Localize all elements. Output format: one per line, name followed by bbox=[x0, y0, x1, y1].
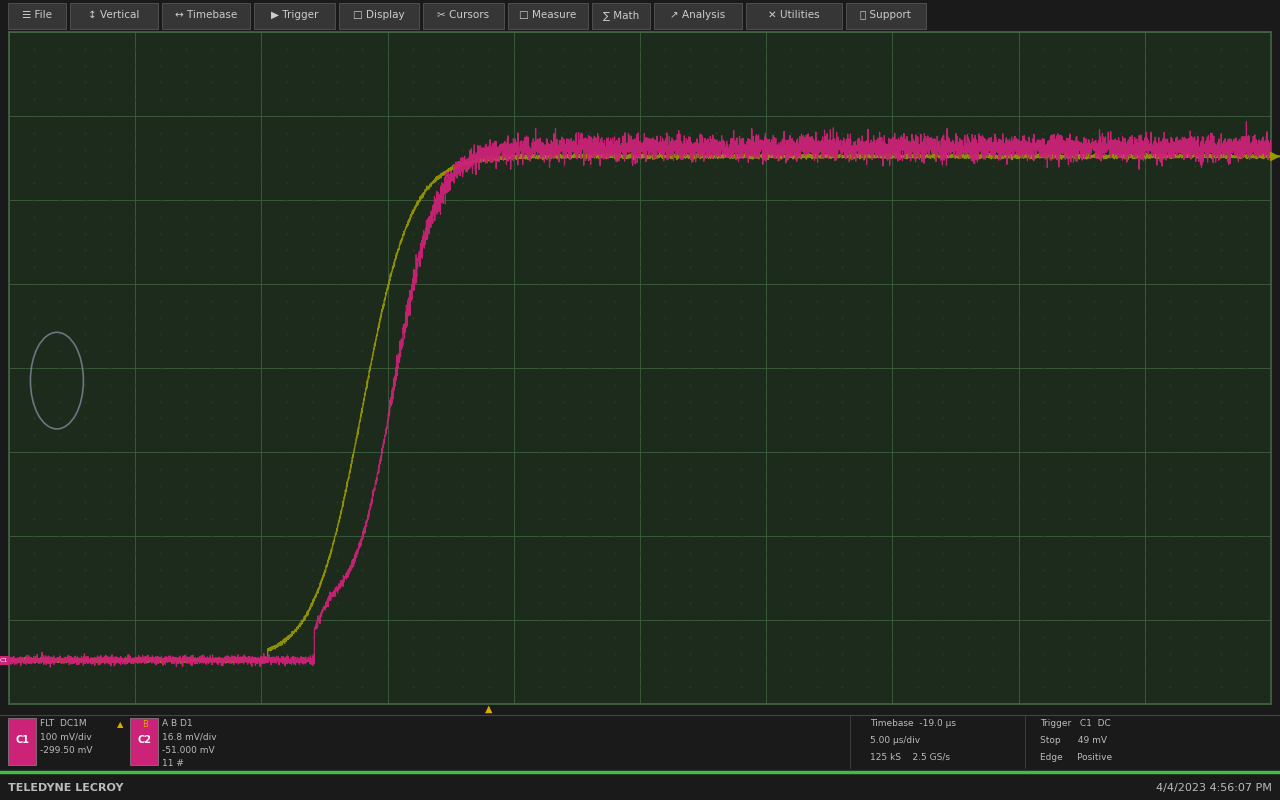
Text: ⓘ Support: ⓘ Support bbox=[860, 10, 911, 20]
Text: -51.000 mV: -51.000 mV bbox=[163, 746, 215, 755]
Text: ▲: ▲ bbox=[116, 720, 123, 730]
Bar bbox=[163, 2, 250, 30]
Text: ☰ File: ☰ File bbox=[22, 10, 52, 20]
Bar bbox=[131, 718, 157, 765]
Bar bbox=[70, 2, 157, 30]
Text: FLT  DC1M: FLT DC1M bbox=[40, 719, 87, 728]
Text: Stop      49 mV: Stop 49 mV bbox=[1039, 736, 1107, 745]
Text: 5.00 μs/div: 5.00 μs/div bbox=[870, 736, 920, 745]
Text: C2: C2 bbox=[137, 735, 151, 746]
Text: 16.8 mV/div: 16.8 mV/div bbox=[163, 733, 216, 742]
Text: 125 kS    2.5 GS/s: 125 kS 2.5 GS/s bbox=[870, 753, 950, 762]
Text: ↗ Analysis: ↗ Analysis bbox=[671, 10, 726, 20]
Bar bbox=[8, 718, 36, 765]
Text: ↕ Vertical: ↕ Vertical bbox=[88, 10, 140, 20]
Text: □ Measure: □ Measure bbox=[520, 10, 576, 20]
Bar bbox=[8, 2, 67, 30]
Text: ∑ Math: ∑ Math bbox=[603, 10, 639, 20]
Text: TELEDYNE LECROY: TELEDYNE LECROY bbox=[8, 783, 123, 794]
Bar bbox=[846, 2, 925, 30]
Text: ▶ Trigger: ▶ Trigger bbox=[270, 10, 317, 20]
Text: ↔ Timebase: ↔ Timebase bbox=[175, 10, 237, 20]
Text: Trigger   C1  DC: Trigger C1 DC bbox=[1039, 719, 1111, 728]
Text: Timebase  -19.0 μs: Timebase -19.0 μs bbox=[870, 719, 956, 728]
Bar bbox=[422, 2, 503, 30]
Text: C1: C1 bbox=[15, 735, 29, 746]
Text: ▲: ▲ bbox=[485, 704, 493, 714]
Text: 4/4/2023 4:56:07 PM: 4/4/2023 4:56:07 PM bbox=[1156, 783, 1272, 794]
Text: 11 #: 11 # bbox=[163, 759, 184, 769]
Text: □ Display: □ Display bbox=[353, 10, 404, 20]
Bar bbox=[654, 2, 742, 30]
Bar bbox=[507, 2, 588, 30]
Text: ✕ Utilities: ✕ Utilities bbox=[768, 10, 819, 20]
Text: Edge     Positive: Edge Positive bbox=[1039, 753, 1112, 762]
Text: B: B bbox=[142, 720, 148, 730]
Text: C1: C1 bbox=[0, 658, 8, 663]
Bar bbox=[591, 2, 650, 30]
Text: -299.50 mV: -299.50 mV bbox=[40, 746, 92, 755]
Text: ✂ Cursors: ✂ Cursors bbox=[438, 10, 489, 20]
Text: 100 mV/div: 100 mV/div bbox=[40, 733, 92, 742]
Text: A B D1: A B D1 bbox=[163, 719, 192, 728]
Bar bbox=[253, 2, 334, 30]
Bar bbox=[746, 2, 841, 30]
Bar bbox=[338, 2, 419, 30]
